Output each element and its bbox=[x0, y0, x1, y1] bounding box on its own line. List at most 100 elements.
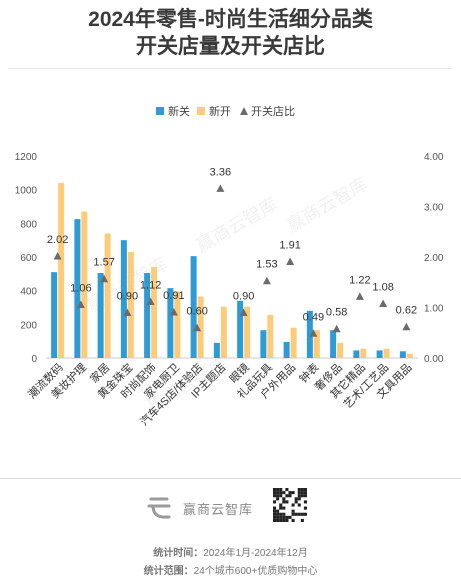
ratio-marker bbox=[355, 292, 364, 300]
ratio-data-label: 0.60 bbox=[186, 306, 207, 318]
ratio-marker bbox=[309, 329, 318, 337]
y-left-tick-label: 1000 bbox=[15, 186, 38, 197]
bar-closed bbox=[306, 310, 313, 358]
ratio-data-label: 0.90 bbox=[233, 291, 254, 303]
bar-opened bbox=[244, 306, 251, 358]
bar-closed bbox=[260, 330, 267, 358]
y-right-tick-label: 4.00 bbox=[424, 152, 444, 163]
y-right-tick-label: 0.00 bbox=[424, 354, 444, 365]
ratio-data-label: 3.36 bbox=[210, 166, 231, 178]
y-axis-right: 0.00 1.00 2.00 3.00 4.00 bbox=[424, 152, 444, 365]
bar-opened bbox=[313, 330, 320, 358]
ratio-data-label: 1.57 bbox=[93, 257, 114, 269]
brand-logo-icon bbox=[145, 493, 175, 523]
bar-closed bbox=[97, 272, 104, 358]
legend-label: 新开 bbox=[209, 104, 231, 118]
title-divider bbox=[8, 68, 453, 69]
bar-opened bbox=[174, 291, 181, 358]
y-axis-left: 0 200 400 600 800 1000 1200 bbox=[15, 152, 38, 365]
legend-swatch-0 bbox=[156, 107, 164, 115]
bar-closed bbox=[353, 350, 360, 358]
brand-name: 赢商云智库 bbox=[183, 501, 254, 517]
bar-closed bbox=[237, 300, 244, 358]
bar-closed bbox=[167, 288, 174, 358]
bar-opened bbox=[127, 251, 134, 358]
ratio-data-label: 1.06 bbox=[70, 282, 91, 294]
ratio-data-label: 0.62 bbox=[396, 305, 417, 317]
ratio-marker bbox=[76, 300, 85, 308]
ratio-marker bbox=[286, 257, 295, 266]
brand-block: 赢商云智库 bbox=[145, 490, 253, 526]
ratio-data-label: 1.08 bbox=[372, 281, 393, 293]
footer-scope-value: 24个城市600+优质购物中心 bbox=[193, 566, 318, 577]
ratio-data-label: 1.12 bbox=[140, 279, 161, 291]
ratio-marker bbox=[146, 297, 155, 305]
ratio-data-label: 0.90 bbox=[117, 291, 138, 303]
y-left-tick-label: 200 bbox=[20, 320, 37, 331]
bar-closed bbox=[330, 330, 337, 358]
bar-opened bbox=[383, 348, 390, 358]
footer-divider bbox=[0, 478, 461, 479]
watermark-text: 赢商云智库 bbox=[283, 173, 371, 236]
y-left-tick-label: 800 bbox=[20, 219, 37, 230]
bar-closed bbox=[283, 342, 290, 358]
y-left-tick-label: 600 bbox=[20, 253, 37, 264]
ratio-series: 2.021.061.570.901.120.910.603.360.901.53… bbox=[47, 166, 417, 337]
legend-triangle-icon bbox=[240, 107, 248, 115]
watermark-text: 赢商云智库 bbox=[193, 193, 281, 256]
ratio-marker bbox=[216, 184, 225, 192]
footer-scope-label: 统计范围： bbox=[143, 566, 194, 577]
ratio-data-label: 1.22 bbox=[349, 274, 370, 286]
ratio-data-label: 1.53 bbox=[256, 259, 277, 271]
ratio-marker bbox=[169, 308, 178, 316]
ratio-data-label: 2.02 bbox=[47, 234, 68, 246]
bar-closed bbox=[144, 272, 151, 358]
bar-closed bbox=[190, 256, 197, 358]
bar-closed bbox=[74, 219, 81, 358]
ratio-marker bbox=[53, 251, 62, 260]
legend-swatch-1 bbox=[197, 107, 205, 115]
y-left-tick-label: 0 bbox=[31, 354, 37, 365]
bar-opened bbox=[81, 211, 88, 358]
y-right-tick-label: 1.00 bbox=[424, 304, 444, 315]
ratio-marker bbox=[402, 322, 411, 331]
y-left-tick-label: 1200 bbox=[15, 152, 38, 163]
bar-opened bbox=[290, 327, 297, 358]
ratio-marker bbox=[193, 323, 202, 332]
footer-period-label: 统计时间： bbox=[153, 548, 204, 559]
bar-opened bbox=[360, 348, 367, 358]
qr-code-icon bbox=[273, 488, 307, 522]
bar-opened bbox=[104, 233, 111, 358]
chart-title-line1: 2024年零售-时尚生活细分品类 bbox=[88, 8, 373, 31]
ratio-marker bbox=[379, 299, 388, 307]
y-left-tick-label: 400 bbox=[20, 287, 37, 298]
y-right-tick-label: 2.00 bbox=[424, 253, 444, 264]
bar-opened bbox=[337, 342, 344, 358]
footer-period-value: 2024年1月-2024年12月 bbox=[203, 548, 308, 559]
bar-opened bbox=[58, 182, 65, 358]
bar-closed bbox=[120, 240, 127, 358]
bar-opened bbox=[220, 306, 227, 358]
bar-closed bbox=[376, 350, 383, 358]
ratio-data-label: 0.49 bbox=[303, 311, 324, 323]
ratio-marker bbox=[100, 274, 109, 283]
ratio-marker bbox=[332, 324, 341, 333]
bar-closed bbox=[51, 272, 58, 358]
ratio-data-label: 0.58 bbox=[326, 307, 347, 319]
bar-opened bbox=[151, 267, 158, 358]
bar-closed bbox=[399, 351, 406, 358]
footer-period: 统计时间：2024年1月-2024年12月 bbox=[0, 544, 461, 559]
chart-title-line2: 开关店量及开关店比 bbox=[136, 35, 325, 58]
ratio-data-label: 1.91 bbox=[279, 240, 300, 252]
footer-scope: 统计范围：24个城市600+优质购物中心 bbox=[0, 562, 461, 577]
bar-opened bbox=[267, 315, 274, 358]
bar-opened bbox=[197, 296, 204, 358]
ratio-marker bbox=[123, 308, 132, 317]
chart-title: 2024年零售-时尚生活细分品类 开关店量及开关店比 bbox=[0, 6, 461, 60]
bar-series bbox=[51, 182, 413, 358]
legend-label: 开关店比 bbox=[251, 104, 295, 118]
bar-closed bbox=[213, 342, 220, 358]
chart-legend: 新关 新开 开关店比 bbox=[156, 104, 295, 118]
ratio-marker bbox=[239, 308, 248, 317]
